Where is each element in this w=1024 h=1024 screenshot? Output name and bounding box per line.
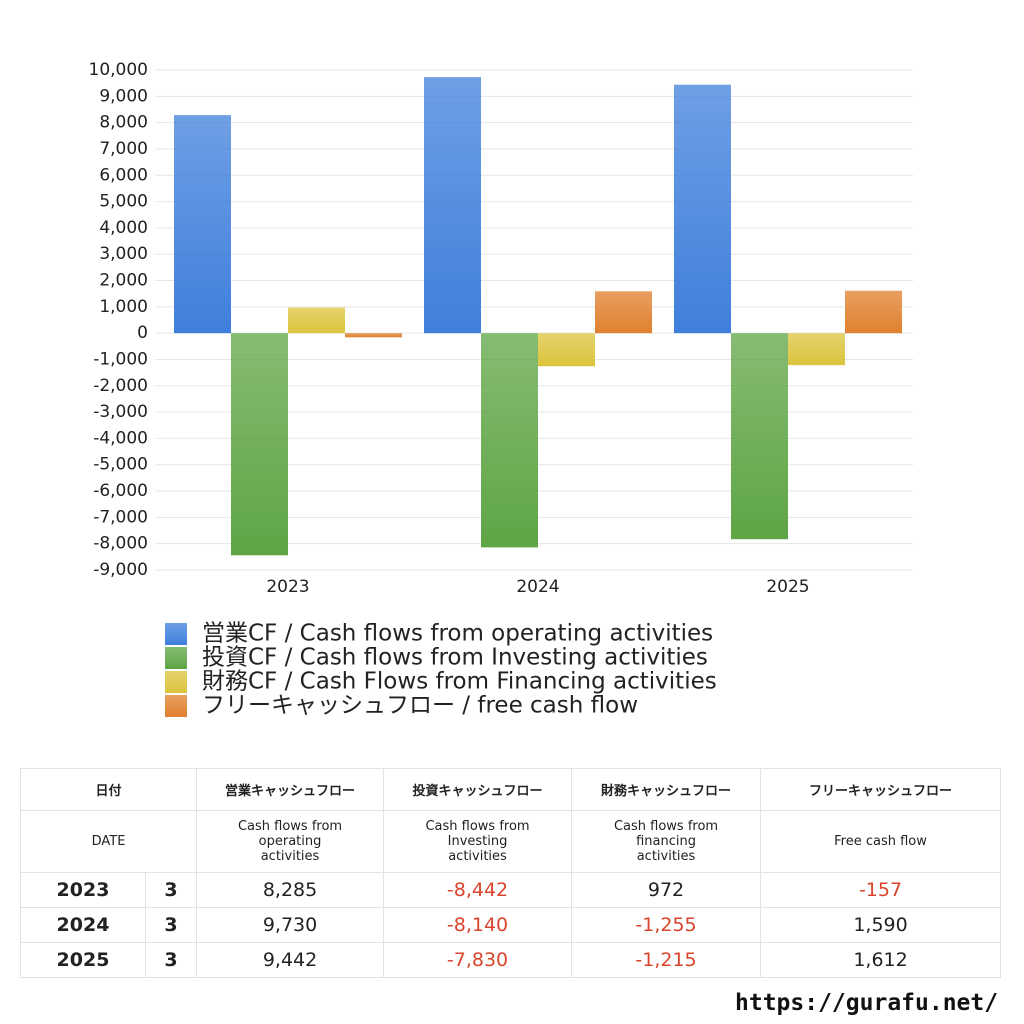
header-cell: Cash flows from Investing activities — [383, 810, 573, 873]
bar — [731, 333, 788, 540]
y-tick-label: -5,000 — [93, 455, 148, 475]
x-tick-label: 2025 — [766, 577, 809, 597]
value-cell: -1,255 — [571, 907, 762, 943]
y-tick-label: -8,000 — [93, 534, 148, 554]
y-tick-label: 1,000 — [99, 297, 148, 317]
y-tick-label: 6,000 — [99, 165, 148, 185]
header-cell: Cash flows from financing activities — [571, 810, 762, 873]
header-cell: フリーキャッシュフロー — [760, 768, 1002, 811]
legend-swatch — [165, 695, 187, 717]
y-tick-label: 3,000 — [99, 244, 148, 264]
bar — [288, 307, 345, 334]
y-tick-label: 9,000 — [99, 86, 148, 106]
y-tick-label: -2,000 — [93, 376, 148, 396]
value-cell: 9,730 — [196, 907, 385, 943]
value-cell: 1,590 — [760, 907, 1002, 943]
bar — [231, 333, 288, 556]
y-tick-label: 4,000 — [99, 218, 148, 238]
y-tick-label: -7,000 — [93, 507, 148, 527]
value-cell: -1,215 — [571, 942, 762, 978]
y-tick-label: 7,000 — [99, 139, 148, 159]
legend-label: 投資CF / Cash flows from Investing activit… — [202, 645, 708, 671]
bar — [174, 115, 231, 334]
chart: -9,000 -8,000 -7,000 -6,000 -5,000 -4,000 -3,0… — [89, 60, 913, 719]
data-table: 日付 営業キャッシュフロー 投資キャッシュフロー 財務キャッシュフロー フリーキャッシュ… — [19, 768, 1002, 978]
legend-swatch — [165, 671, 187, 693]
header-cell: 営業キャッシュフロー — [196, 768, 385, 811]
bar — [345, 333, 402, 338]
value-cell: 9,442 — [196, 942, 385, 978]
year-cell: 2025 — [20, 942, 146, 978]
y-tick-label: 2,000 — [99, 271, 148, 291]
bar — [674, 84, 731, 334]
x-tick-label: 2023 — [266, 577, 309, 597]
header-row: DATE Cash flows from operating activities… — [19, 810, 1002, 873]
data-row: 2025 3 9,442 -7,830 -1,215 1,612 — [20, 942, 1002, 978]
header-row: 日付 営業キャッシュフロー 投資キャッシュフロー 財務キャッシュフロー フリーキャッシュ… — [19, 768, 1002, 811]
legend-label: 財務CF / Cash Flows from Financing activit… — [202, 669, 717, 695]
footer-url: https://gurafu.net/ — [735, 990, 999, 1016]
y-tick-label: -1,000 — [93, 349, 148, 369]
header-cell: 財務キャッシュフロー — [571, 768, 762, 811]
bar — [481, 333, 538, 548]
header-cell: 日付 — [19, 768, 198, 811]
value-cell: -8,442 — [383, 872, 573, 908]
year-cell: 2024 — [20, 907, 146, 943]
bar — [424, 77, 481, 334]
legend-label: 営業CF / Cash flows from operating activit… — [202, 621, 713, 647]
header-cell: 投資キャッシュフロー — [383, 768, 573, 811]
month-cell: 3 — [144, 907, 198, 943]
legend-swatch — [165, 647, 187, 669]
legend-swatch — [165, 623, 187, 645]
header-cell: Cash flows from operating activities — [196, 810, 385, 873]
bar — [845, 290, 902, 334]
value-cell: 1,612 — [760, 942, 1002, 978]
bar — [788, 333, 845, 366]
y-tick-label: 5,000 — [99, 192, 148, 212]
y-tick-label: -6,000 — [93, 481, 148, 501]
y-tick-label: 0 — [137, 323, 148, 343]
legend-label: フリーキャッシュフロー / free cash flow — [202, 693, 638, 719]
data-row: 2024 3 9,730 -8,140 -1,255 1,590 — [20, 907, 1002, 943]
y-tick-label: -3,000 — [93, 402, 148, 422]
data-row: 2023 3 8,285 -8,442 972 -157 — [20, 872, 1002, 908]
value-cell: -157 — [760, 872, 1002, 908]
x-tick-label: 2024 — [516, 577, 559, 597]
y-tick-label: -4,000 — [93, 428, 148, 448]
header-cell: Free cash flow — [760, 810, 1002, 873]
header-cell: DATE — [19, 810, 198, 873]
y-tick-label: -9,000 — [93, 560, 148, 580]
value-cell: 8,285 — [196, 872, 385, 908]
month-cell: 3 — [144, 872, 198, 908]
y-tick-label: 8,000 — [99, 113, 148, 133]
value-cell: -7,830 — [383, 942, 573, 978]
year-cell: 2023 — [20, 872, 146, 908]
value-cell: -8,140 — [383, 907, 573, 943]
value-cell: 972 — [571, 872, 762, 908]
y-tick-label: 10,000 — [89, 60, 148, 80]
bar — [595, 291, 652, 334]
bar — [538, 333, 595, 367]
month-cell: 3 — [144, 942, 198, 978]
